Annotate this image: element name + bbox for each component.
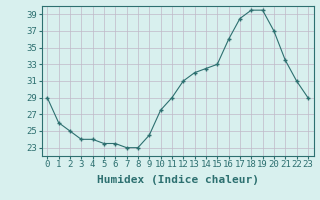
X-axis label: Humidex (Indice chaleur): Humidex (Indice chaleur) bbox=[97, 175, 259, 185]
